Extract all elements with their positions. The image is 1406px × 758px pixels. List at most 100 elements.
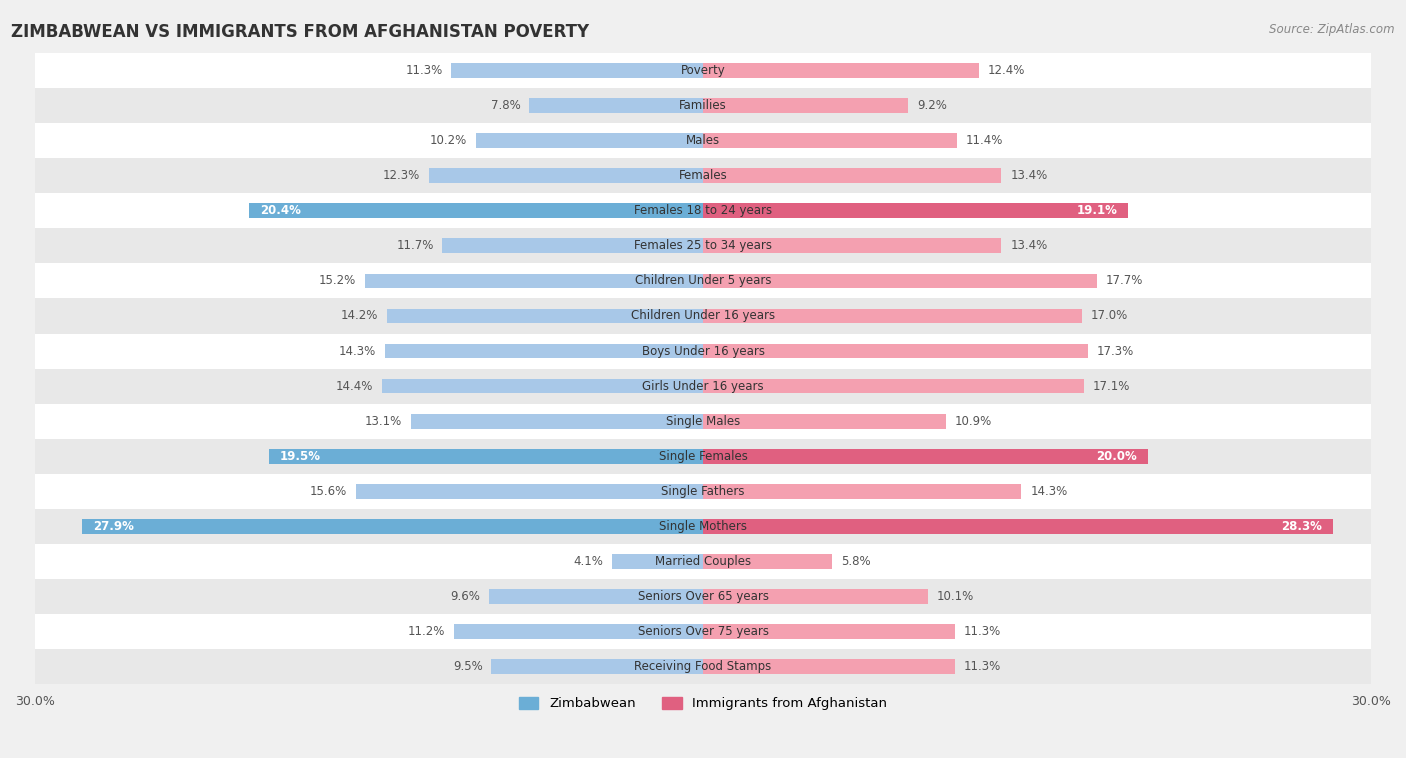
Bar (82, 519, 703, 534)
Text: 17.1%: 17.1% (1092, 380, 1130, 393)
Bar (35, 228, 1371, 263)
Text: 14.4%: 14.4% (336, 380, 374, 393)
Text: 11.3%: 11.3% (405, 64, 443, 77)
Text: 20.4%: 20.4% (260, 204, 301, 218)
Text: 15.2%: 15.2% (318, 274, 356, 287)
Text: 11.3%: 11.3% (963, 625, 1001, 638)
Bar (454, 625, 703, 639)
Bar (35, 368, 1371, 404)
Bar (35, 263, 1371, 299)
Bar (703, 133, 957, 148)
Bar (703, 484, 1021, 499)
Text: Females 18 to 24 years: Females 18 to 24 years (634, 204, 772, 218)
Text: Single Females: Single Females (658, 449, 748, 463)
Bar (269, 449, 703, 464)
Bar (35, 299, 1371, 334)
Text: Children Under 16 years: Children Under 16 years (631, 309, 775, 322)
Text: Seniors Over 75 years: Seniors Over 75 years (637, 625, 769, 638)
Bar (529, 98, 703, 113)
Bar (703, 625, 955, 639)
Text: Source: ZipAtlas.com: Source: ZipAtlas.com (1270, 23, 1395, 36)
Bar (35, 334, 1371, 368)
Bar (249, 203, 703, 218)
Text: 11.4%: 11.4% (966, 134, 1002, 147)
Bar (703, 414, 946, 428)
Text: 7.8%: 7.8% (491, 99, 520, 112)
Text: Females 25 to 34 years: Females 25 to 34 years (634, 240, 772, 252)
Text: 15.6%: 15.6% (309, 485, 347, 498)
Text: Children Under 5 years: Children Under 5 years (634, 274, 772, 287)
Text: 13.4%: 13.4% (1011, 169, 1047, 182)
Text: 11.7%: 11.7% (396, 240, 433, 252)
Text: 5.8%: 5.8% (841, 555, 870, 568)
Text: 12.4%: 12.4% (988, 64, 1025, 77)
Bar (489, 589, 703, 604)
Bar (703, 554, 832, 568)
Bar (492, 659, 703, 674)
Bar (35, 474, 1371, 509)
Text: 13.1%: 13.1% (366, 415, 402, 428)
Text: 13.4%: 13.4% (1011, 240, 1047, 252)
Bar (703, 203, 1129, 218)
Text: 12.3%: 12.3% (382, 169, 420, 182)
Bar (35, 158, 1371, 193)
Bar (387, 309, 703, 324)
Bar (35, 404, 1371, 439)
Bar (35, 439, 1371, 474)
Text: 14.3%: 14.3% (339, 345, 375, 358)
Bar (356, 484, 703, 499)
Bar (35, 614, 1371, 649)
Text: 9.6%: 9.6% (450, 590, 481, 603)
Text: Married Couples: Married Couples (655, 555, 751, 568)
Bar (429, 168, 703, 183)
Text: 27.9%: 27.9% (93, 520, 134, 533)
Text: 11.3%: 11.3% (963, 660, 1001, 673)
Bar (35, 649, 1371, 684)
Bar (443, 239, 703, 253)
Bar (703, 343, 1088, 359)
Text: 17.0%: 17.0% (1091, 309, 1128, 322)
Bar (35, 509, 1371, 544)
Text: 14.2%: 14.2% (340, 309, 378, 322)
Text: 28.3%: 28.3% (1281, 520, 1322, 533)
Bar (475, 133, 703, 148)
Text: Receiving Food Stamps: Receiving Food Stamps (634, 660, 772, 673)
Bar (703, 449, 1149, 464)
Bar (35, 53, 1371, 88)
Text: Single Mothers: Single Mothers (659, 520, 747, 533)
Bar (703, 589, 928, 604)
Text: 17.7%: 17.7% (1107, 274, 1143, 287)
Bar (35, 88, 1371, 123)
Text: Seniors Over 65 years: Seniors Over 65 years (637, 590, 769, 603)
Text: 14.3%: 14.3% (1031, 485, 1067, 498)
Bar (703, 519, 1333, 534)
Bar (35, 123, 1371, 158)
Bar (412, 414, 703, 428)
Text: Poverty: Poverty (681, 64, 725, 77)
Text: Females: Females (679, 169, 727, 182)
Bar (364, 274, 703, 288)
Text: 10.2%: 10.2% (430, 134, 467, 147)
Text: Girls Under 16 years: Girls Under 16 years (643, 380, 763, 393)
Bar (35, 193, 1371, 228)
Text: 19.1%: 19.1% (1077, 204, 1118, 218)
Text: 10.9%: 10.9% (955, 415, 991, 428)
Bar (703, 63, 979, 78)
Bar (703, 309, 1081, 324)
Legend: Zimbabwean, Immigrants from Afghanistan: Zimbabwean, Immigrants from Afghanistan (513, 691, 893, 716)
Text: Families: Families (679, 99, 727, 112)
Bar (385, 343, 703, 359)
Bar (612, 554, 703, 568)
Text: 9.2%: 9.2% (917, 99, 946, 112)
Bar (703, 168, 1001, 183)
Text: 4.1%: 4.1% (572, 555, 603, 568)
Text: 9.5%: 9.5% (453, 660, 482, 673)
Bar (703, 659, 955, 674)
Text: 17.3%: 17.3% (1097, 345, 1135, 358)
Text: 19.5%: 19.5% (280, 449, 321, 463)
Text: 10.1%: 10.1% (936, 590, 974, 603)
Text: Single Males: Single Males (666, 415, 740, 428)
Bar (703, 98, 908, 113)
Text: Males: Males (686, 134, 720, 147)
Bar (703, 274, 1097, 288)
